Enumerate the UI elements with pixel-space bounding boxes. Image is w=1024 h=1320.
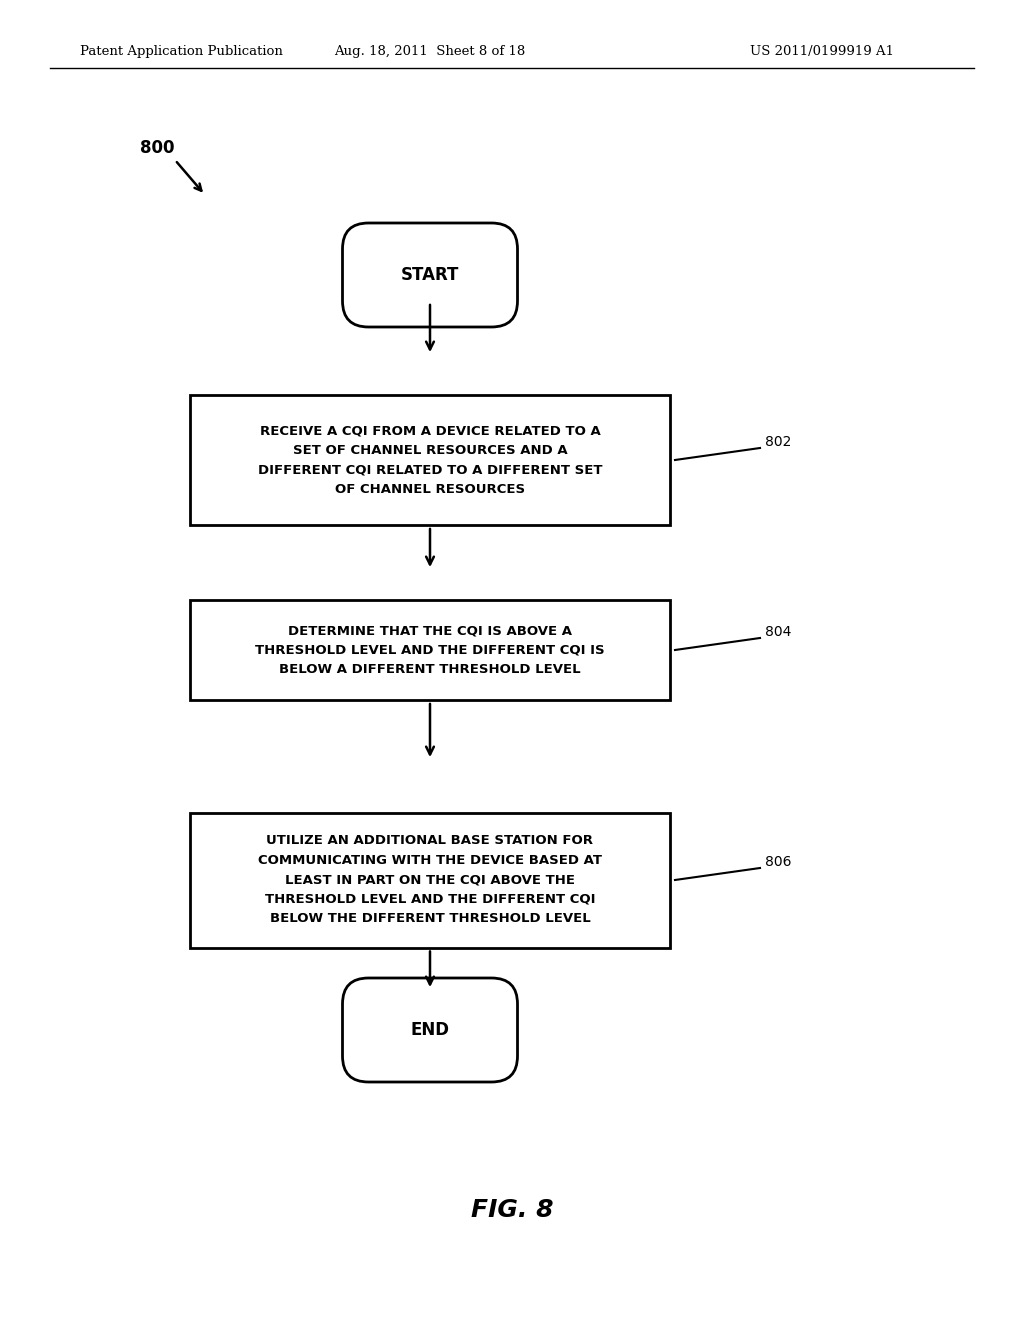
Text: 800: 800 <box>140 139 174 157</box>
FancyBboxPatch shape <box>342 223 517 327</box>
Text: Patent Application Publication: Patent Application Publication <box>80 45 283 58</box>
Bar <box>190 395 670 525</box>
Text: 806: 806 <box>765 855 792 869</box>
Text: UTILIZE AN ADDITIONAL BASE STATION FOR
COMMUNICATING WITH THE DEVICE BASED AT
LE: UTILIZE AN ADDITIONAL BASE STATION FOR C… <box>258 834 602 925</box>
Text: RECEIVE A CQI FROM A DEVICE RELATED TO A
SET OF CHANNEL RESOURCES AND A
DIFFEREN: RECEIVE A CQI FROM A DEVICE RELATED TO A… <box>258 424 602 496</box>
Bar <box>190 601 670 700</box>
Text: Aug. 18, 2011  Sheet 8 of 18: Aug. 18, 2011 Sheet 8 of 18 <box>335 45 525 58</box>
FancyBboxPatch shape <box>342 978 517 1082</box>
Bar <box>190 813 670 948</box>
Text: 804: 804 <box>765 624 792 639</box>
Text: DETERMINE THAT THE CQI IS ABOVE A
THRESHOLD LEVEL AND THE DIFFERENT CQI IS
BELOW: DETERMINE THAT THE CQI IS ABOVE A THRESH… <box>255 624 605 676</box>
Text: 802: 802 <box>765 436 792 449</box>
Text: US 2011/0199919 A1: US 2011/0199919 A1 <box>750 45 894 58</box>
Text: FIG. 8: FIG. 8 <box>471 1199 553 1222</box>
Text: END: END <box>411 1020 450 1039</box>
Text: START: START <box>400 267 459 284</box>
